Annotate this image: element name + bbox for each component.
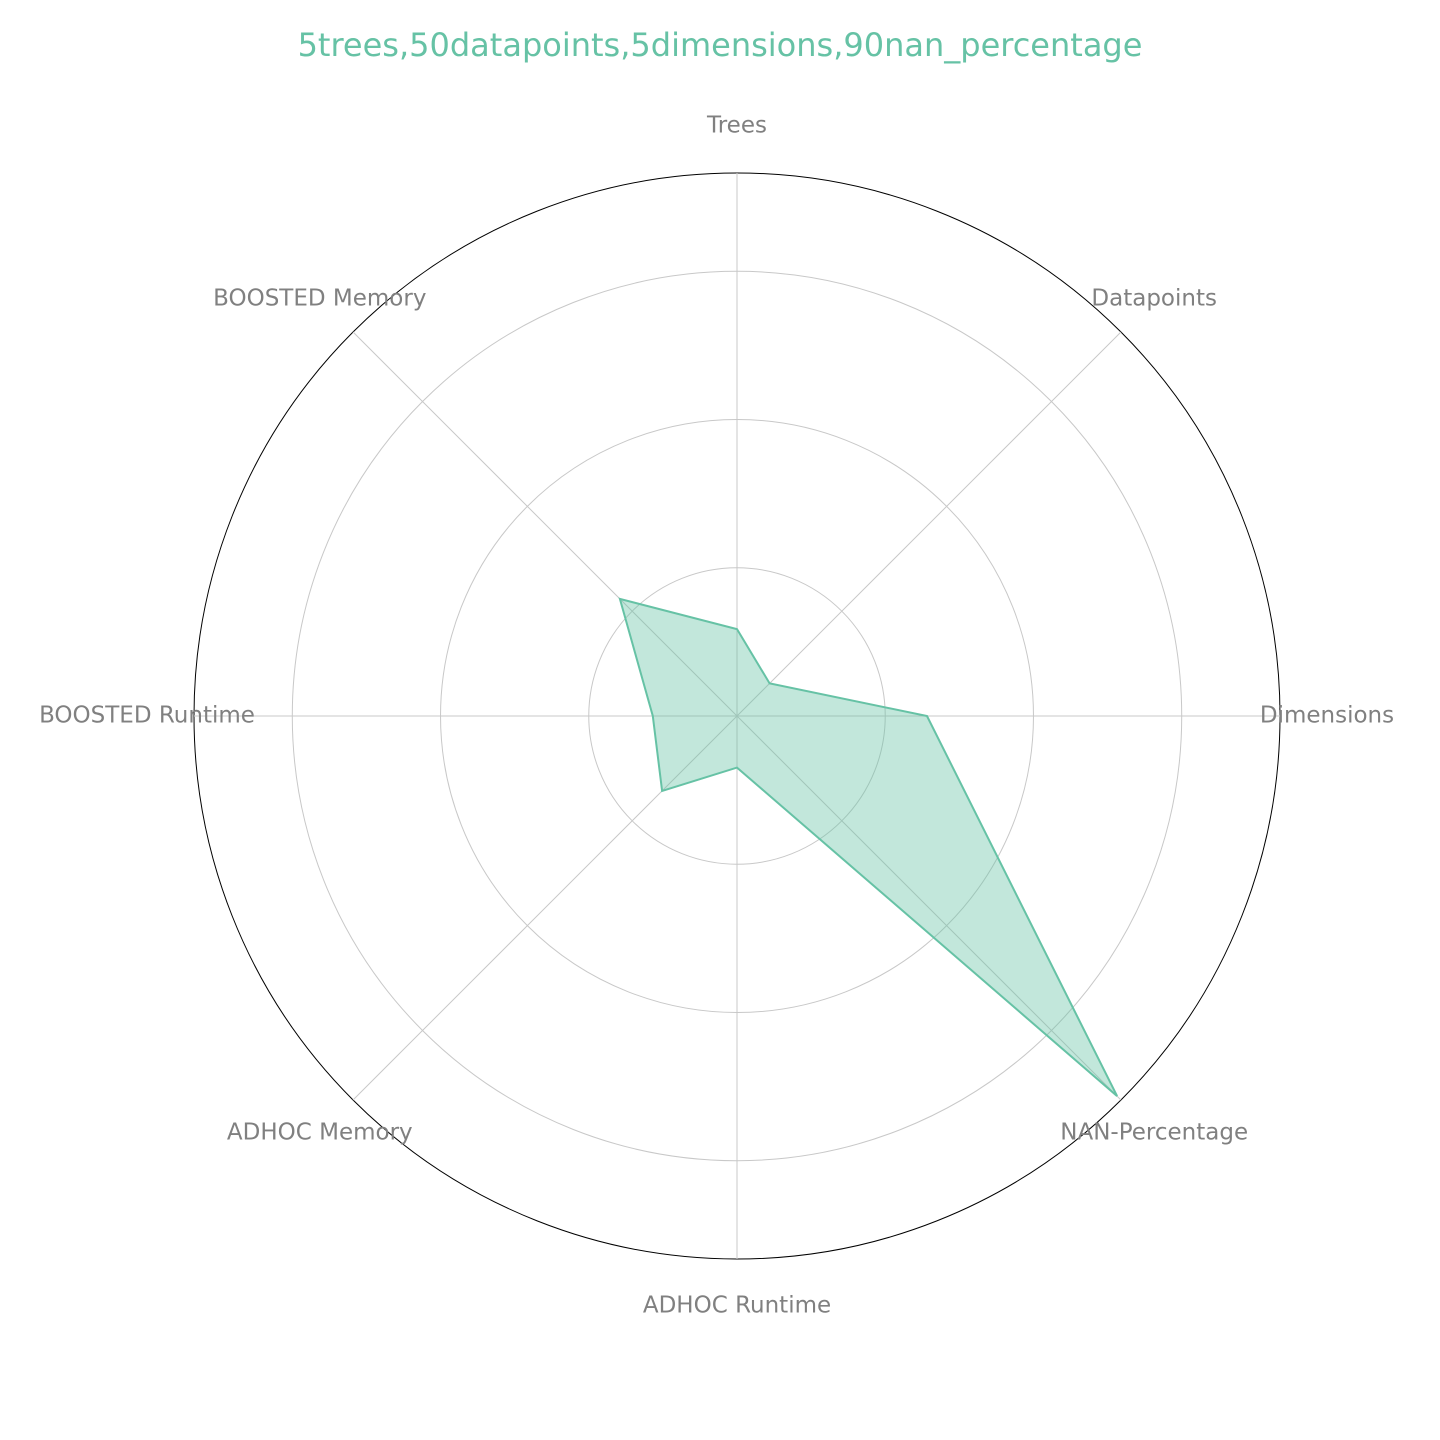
series-area — [619, 598, 1118, 1097]
axis-label-0: Trees — [706, 113, 767, 139]
data-layer — [618, 597, 1118, 1097]
axis-label-2: Dimensions — [1260, 703, 1394, 729]
series-line — [618, 597, 1118, 1097]
axis-label-7: BOOSTED Memory — [213, 285, 426, 311]
chart-title: 5trees,50datapoints,5dimensions,90nan_pe… — [297, 26, 1143, 64]
axis-label-5: ADHOC Memory — [227, 1120, 413, 1146]
axis-label-1: Datapoints — [1091, 285, 1217, 311]
spoke-5 — [352, 715, 738, 1101]
axis-label-6: BOOSTED Runtime — [39, 703, 255, 729]
spoke-1 — [736, 331, 1122, 717]
axis-label-4: ADHOC Runtime — [643, 1293, 831, 1319]
spoke-3 — [736, 715, 1122, 1101]
axis-spokes — [194, 173, 1280, 1259]
axis-label-3: NAN-Percentage — [1060, 1120, 1248, 1146]
spoke-7 — [352, 331, 738, 717]
axis-labels: Trees Datapoints Dimensions NAN-Percentage A… — [39, 113, 1394, 1319]
